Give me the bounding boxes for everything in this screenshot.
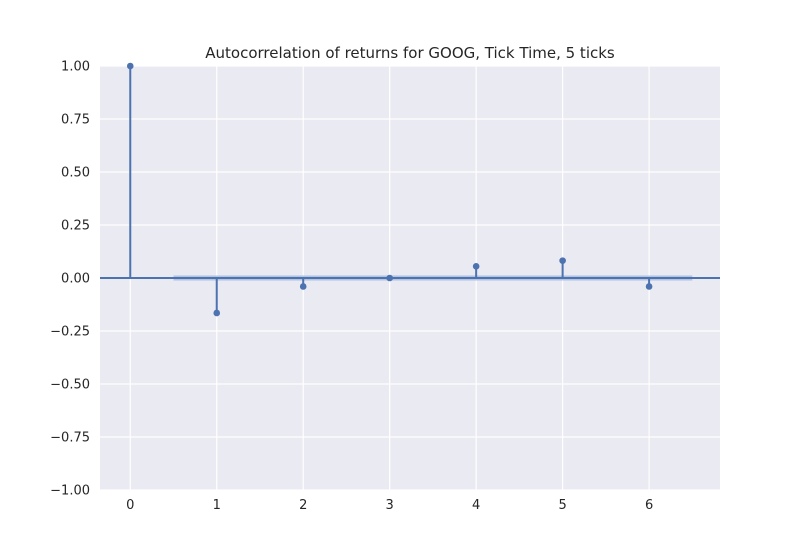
x-tick-label: 0 [126, 498, 134, 513]
chart-title: Autocorrelation of returns for GOOG, Tic… [205, 44, 615, 62]
x-axis-ticks: 0 1 2 3 4 5 6 [126, 498, 653, 513]
y-tick-label: −0.75 [50, 431, 90, 446]
x-tick-label: 6 [645, 498, 653, 513]
y-tick-label: 0.00 [61, 272, 90, 287]
stem-series [126, 62, 653, 317]
stem-marker [472, 263, 480, 270]
y-tick-label: −1.00 [50, 484, 90, 499]
x-tick-label: 1 [213, 498, 221, 513]
y-tick-label: 1.00 [61, 60, 90, 75]
confidence-band-layer [100, 275, 720, 281]
y-tick-label: 0.25 [61, 219, 90, 234]
y-tick-label: 0.75 [61, 113, 90, 128]
stem-marker [213, 309, 221, 317]
y-tick-label: −0.25 [50, 325, 90, 340]
gridlines [100, 65, 720, 491]
x-tick-label: 5 [558, 498, 566, 513]
stem-marker [126, 62, 134, 70]
x-tick-label: 2 [299, 498, 307, 513]
x-tick-label: 3 [386, 498, 394, 513]
stem-marker [386, 274, 393, 282]
stem-marker [645, 283, 653, 290]
stem-marker [299, 283, 307, 290]
y-tick-label: 0.50 [61, 166, 90, 181]
y-tick-label: −0.50 [50, 378, 90, 393]
y-axis-ticks: 1.00 0.75 0.50 0.25 0.00 −0.25 −0.50 −0.75 −1.00 [50, 60, 90, 499]
stem-marker [559, 257, 566, 264]
x-tick-label: 4 [472, 498, 480, 513]
